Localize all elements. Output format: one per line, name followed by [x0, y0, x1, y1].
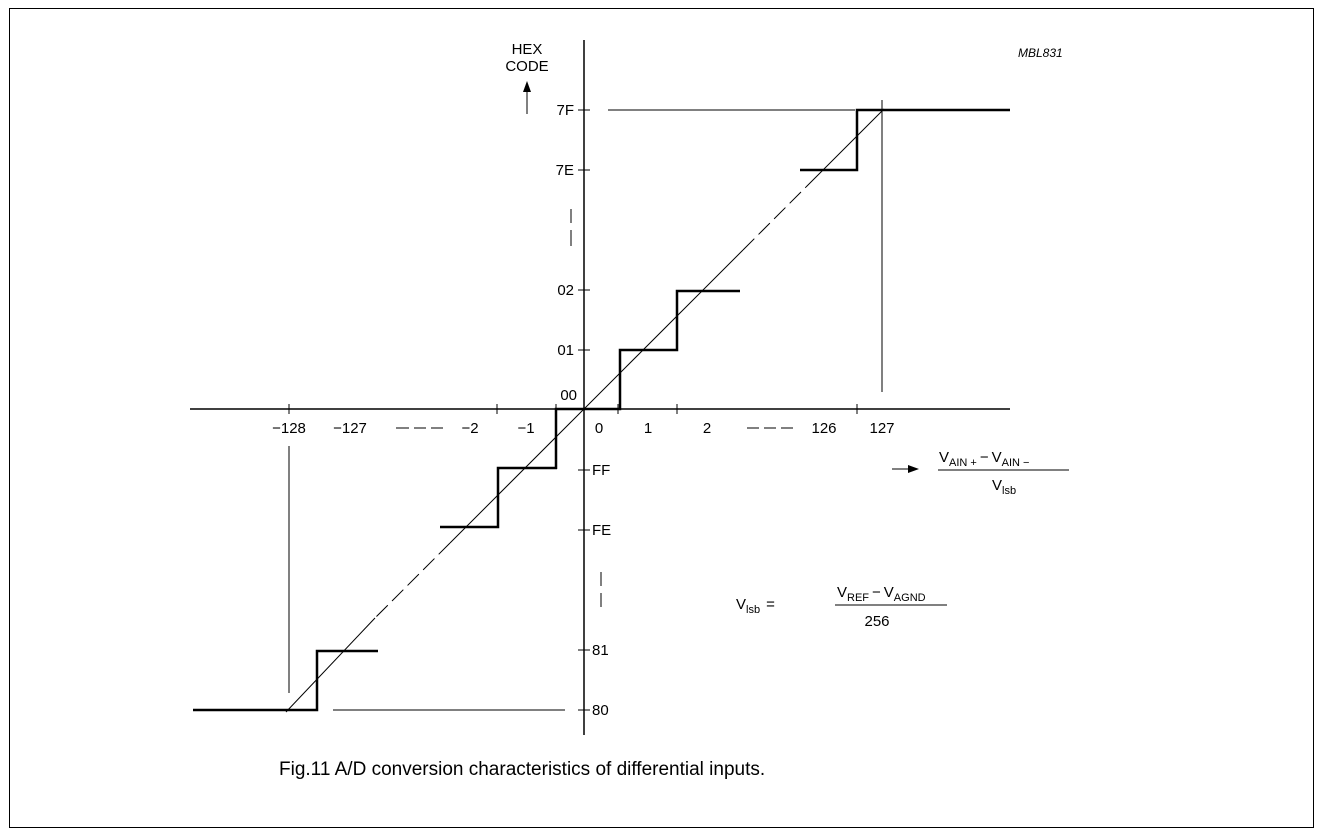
- x-title-den-sub: lsb: [1002, 485, 1016, 497]
- axis-break-marks: [396, 209, 793, 607]
- x-label-126: 126: [811, 420, 836, 437]
- y-label-FE: FE: [592, 522, 611, 539]
- staircase-upper-center: [554, 289, 740, 469]
- y-label-01: 01: [557, 342, 574, 359]
- svg-text:VAIN +−VAIN −: VAIN + − VAIN −: [939, 449, 1029, 469]
- x-title-num-sub2: AIN −: [1002, 457, 1030, 469]
- y-axis-title-line1: HEX: [512, 41, 543, 58]
- y-ticks: [578, 109, 590, 711]
- staircase-top-end: [800, 108, 1010, 172]
- formula-denominator: 256: [864, 613, 889, 630]
- x-label-2: 2: [703, 420, 711, 437]
- vlsb-formula: Vlsb = VREF − VAGND 256: [736, 584, 947, 630]
- x-label-minus-128: −128: [272, 420, 306, 437]
- x-label-minus-1: −1: [517, 420, 534, 437]
- right-arrow-icon: [892, 465, 919, 473]
- ideal-line-upper-dashed: [742, 186, 807, 251]
- ideal-line-bottom: [285, 617, 376, 713]
- x-axis-title: VAIN + − VAIN − Vlsb: [938, 449, 1069, 497]
- formula-equals: =: [766, 596, 775, 613]
- y-label-81: 81: [592, 642, 609, 659]
- x-title-den-v: V: [992, 477, 1002, 494]
- formula-lhs-v: V: [736, 596, 746, 613]
- svg-text:Vlsb=: Vlsb =: [736, 596, 775, 616]
- formula-num-v2: V: [884, 584, 894, 601]
- figure-caption: Fig.11 A/D conversion characteristics of…: [279, 759, 765, 780]
- x-title-num-v1: V: [939, 449, 949, 466]
- staircase-bottom-end: [193, 649, 378, 712]
- x-label-0: 0: [595, 420, 603, 437]
- svg-text:VREF−VAGND: VREF − VAGND: [837, 584, 926, 604]
- formula-num-sub1: REF: [847, 592, 869, 604]
- formula-num-sub2: AGND: [894, 592, 926, 604]
- ideal-line-upper: [583, 249, 744, 410]
- y-label-7E: 7E: [556, 162, 574, 179]
- y-label-00: 00: [560, 387, 577, 404]
- y-label-02: 02: [557, 282, 574, 299]
- svg-text:Vlsb: Vlsb: [992, 477, 1016, 497]
- y-label-80: 80: [592, 702, 609, 719]
- reference-lines: [288, 100, 883, 711]
- x-title-num-v2: V: [992, 449, 1002, 466]
- figure-code: MBL831: [1018, 46, 1063, 60]
- formula-num-v1: V: [837, 584, 847, 601]
- up-arrow-icon: [523, 81, 531, 114]
- x-title-num-sub1: AIN +: [949, 457, 977, 469]
- x-label-127: 127: [869, 420, 894, 437]
- y-axis-title-line2: CODE: [505, 58, 548, 75]
- formula-lhs-sub: lsb: [746, 604, 760, 616]
- staircase-lower-center: [440, 466, 557, 529]
- x-label-1: 1: [644, 420, 652, 437]
- ideal-line-lower-dashed: [374, 542, 451, 619]
- ideal-line-lower: [449, 408, 585, 544]
- x-label-minus-2: −2: [461, 420, 478, 437]
- ideal-line-top: [805, 108, 885, 188]
- y-label-FF: FF: [592, 462, 610, 479]
- y-label-7F: 7F: [556, 102, 574, 119]
- formula-num-op: −: [872, 584, 881, 601]
- x-label-minus-127: −127: [333, 420, 367, 437]
- x-title-num-op: −: [980, 449, 989, 466]
